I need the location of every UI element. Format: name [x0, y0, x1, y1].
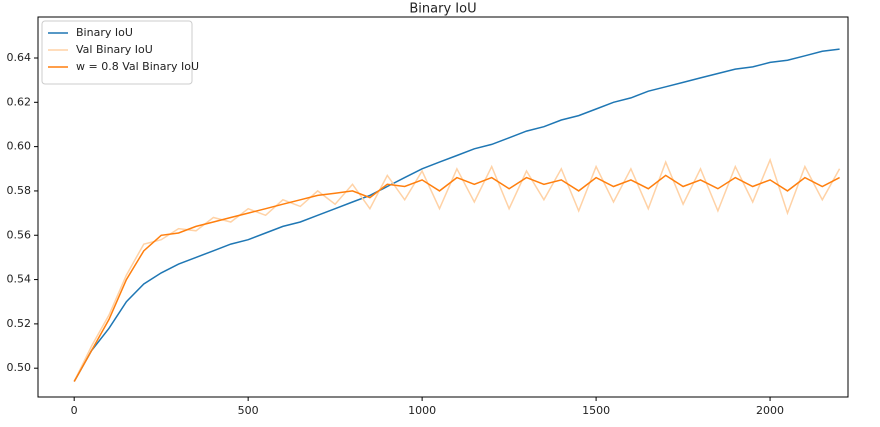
x-tick-label: 0 — [71, 404, 78, 417]
legend-label: Val Binary IoU — [76, 43, 153, 56]
series-line — [73, 174, 840, 382]
x-tick-label: 1500 — [582, 404, 610, 417]
y-tick-label: 0.52 — [7, 317, 32, 330]
y-tick-label: 0.56 — [7, 228, 32, 241]
legend-label: Binary IoU — [76, 26, 133, 39]
y-tick-label: 0.62 — [7, 95, 32, 108]
series-line — [73, 48, 840, 382]
legend-box — [41, 20, 193, 85]
y-tick-label: 0.60 — [7, 140, 32, 153]
plot-frame — [37, 16, 849, 398]
y-tick-label: 0.58 — [7, 184, 32, 197]
chart-title: Binary IoU — [409, 2, 476, 17]
y-tick-label: 0.50 — [7, 361, 32, 374]
y-tick-label: 0.64 — [7, 51, 32, 64]
legend-label: w = 0.8 Val Binary IoU — [76, 60, 199, 73]
series-line — [73, 157, 841, 382]
x-tick-label: 500 — [238, 404, 259, 417]
x-tick-label: 2000 — [756, 404, 784, 417]
y-tick-label: 0.54 — [7, 273, 32, 286]
x-tick-label: 1000 — [408, 404, 436, 417]
